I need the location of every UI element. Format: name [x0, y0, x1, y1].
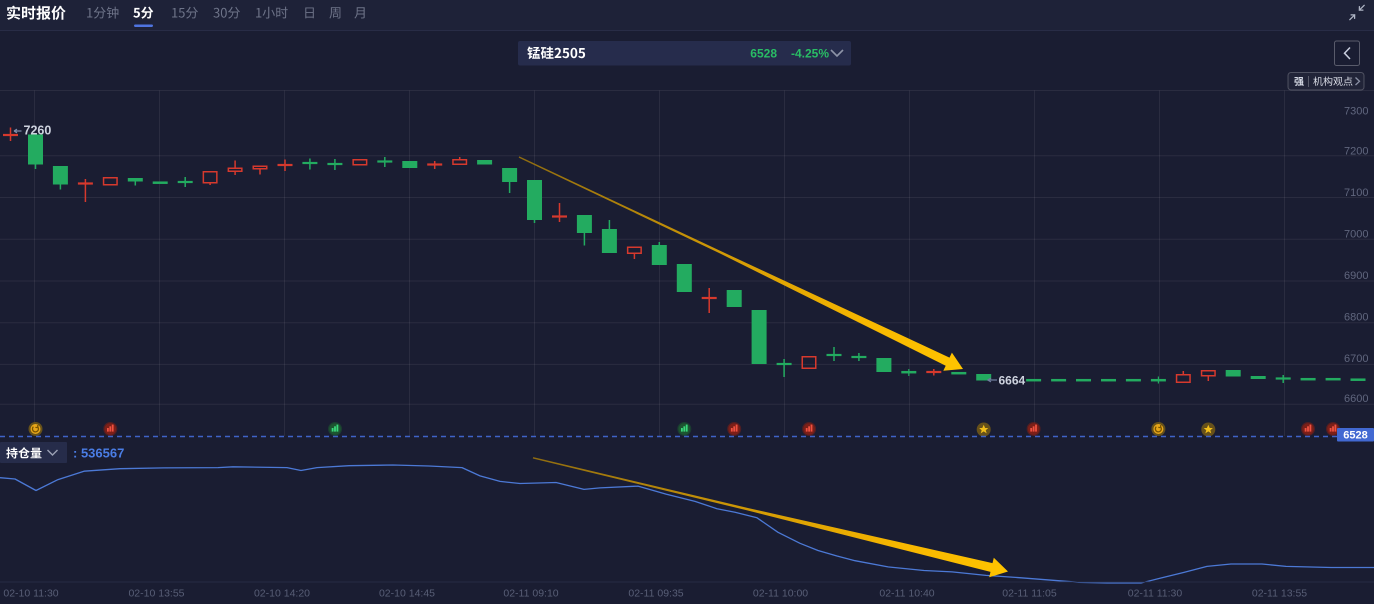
svg-text:02-10 11:30: 02-10 11:30: [3, 588, 58, 600]
svg-text:6528: 6528: [1343, 430, 1367, 442]
svg-text:02-11 09:10: 02-11 09:10: [503, 588, 558, 600]
svg-text:6528: 6528: [750, 47, 777, 61]
svg-text:6600: 6600: [1344, 393, 1368, 405]
svg-text:7260: 7260: [24, 123, 52, 137]
svg-text:02-10 14:20: 02-10 14:20: [254, 588, 310, 600]
svg-text:02-11 10:40: 02-11 10:40: [879, 588, 934, 600]
svg-text:7300: 7300: [1344, 105, 1368, 117]
svg-text:02-11 09:35: 02-11 09:35: [628, 588, 683, 600]
svg-text:02-11 10:00: 02-11 10:00: [753, 588, 808, 600]
svg-text:7200: 7200: [1344, 145, 1368, 157]
svg-text:02-11 13:55: 02-11 13:55: [1252, 588, 1307, 600]
svg-text:02-10 14:45: 02-10 14:45: [379, 588, 435, 600]
svg-text:6800: 6800: [1344, 311, 1368, 323]
svg-text:: 536567: : 536567: [73, 446, 124, 461]
svg-text:7100: 7100: [1344, 187, 1368, 199]
svg-text:02-10 13:55: 02-10 13:55: [128, 588, 184, 600]
svg-text:02-11 11:05: 02-11 11:05: [1002, 588, 1057, 600]
svg-text:6900: 6900: [1344, 270, 1368, 282]
svg-text:6664: 6664: [999, 374, 1026, 388]
svg-text:6700: 6700: [1344, 353, 1368, 365]
svg-text:7000: 7000: [1344, 228, 1368, 240]
svg-text:-4.25%: -4.25%: [791, 47, 829, 61]
svg-text:02-11 11:30: 02-11 11:30: [1128, 588, 1183, 600]
